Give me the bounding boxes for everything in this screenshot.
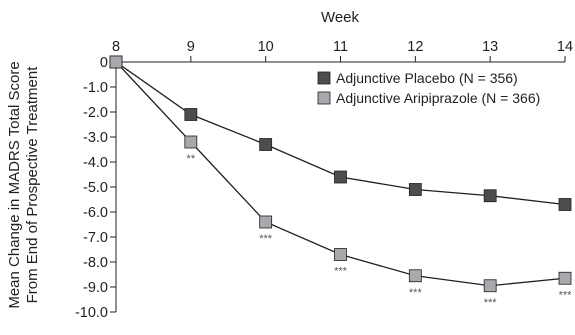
data-point — [483, 189, 497, 203]
x-tick-label: 13 — [482, 39, 498, 55]
data-point — [184, 135, 198, 149]
legend-swatch — [317, 91, 331, 105]
data-point — [259, 138, 273, 151]
x-tick-label: 11 — [333, 39, 348, 55]
y-axis-title-line-2: From End of Prospective Treatment — [24, 66, 41, 304]
series-2: ***************** — [109, 55, 573, 309]
data-point — [259, 215, 273, 229]
x-tick-label: 10 — [258, 39, 274, 55]
axes: 8 9 10 11 12 13 14 0 -1.0 -2.0 -3.0 -4.0 -5.0 -6.0 -7.… — [75, 39, 573, 321]
significance-label: *** — [409, 287, 423, 299]
data-point — [184, 108, 198, 121]
x-tick-label: 12 — [407, 39, 423, 55]
data-point — [558, 198, 572, 211]
y-tick-label: -5.0 — [83, 180, 108, 196]
data-point — [334, 170, 347, 184]
x-tick-label: 9 — [187, 39, 195, 55]
y-tick-label: -8.0 — [83, 255, 108, 271]
significance-label: *** — [484, 297, 498, 309]
y-tick-label: -7.0 — [83, 230, 108, 246]
y-axis-title: Mean Change in MADRS Total Score From En… — [6, 61, 41, 308]
significance-label: *** — [559, 289, 573, 301]
legend-label: Adjunctive Aripiprazole (N = 366) — [336, 90, 540, 106]
data-point — [558, 271, 572, 285]
legend: Adjunctive Placebo (N = 356) Adjunctive A… — [317, 70, 540, 106]
data-point — [408, 269, 422, 283]
y-tick-label: -1.0 — [83, 80, 108, 96]
y-tick-label: -9.0 — [83, 280, 108, 296]
x-tick-label: 14 — [557, 39, 573, 55]
y-tick-label: -6.0 — [83, 205, 108, 221]
series-layer: ***************** — [109, 55, 573, 309]
data-point — [109, 55, 123, 69]
y-tick-label: 0 — [100, 55, 108, 71]
y-tick-label: -10.0 — [75, 305, 108, 321]
data-point — [334, 248, 347, 261]
significance-label: ** — [187, 153, 196, 165]
y-tick-label: -3.0 — [83, 130, 108, 146]
significance-label: *** — [334, 266, 348, 278]
x-axis-title: Week — [321, 9, 360, 26]
x-tick-label: 8 — [112, 39, 120, 55]
y-tick-label: -2.0 — [83, 105, 108, 121]
significance-label: *** — [259, 233, 273, 245]
legend-swatch — [317, 71, 331, 85]
y-axis-title-line-1: Mean Change in MADRS Total Score — [6, 61, 23, 308]
legend-label: Adjunctive Placebo (N = 356) — [336, 70, 518, 86]
data-point — [408, 183, 422, 196]
data-point — [483, 279, 497, 293]
y-tick-label: -4.0 — [83, 155, 108, 171]
